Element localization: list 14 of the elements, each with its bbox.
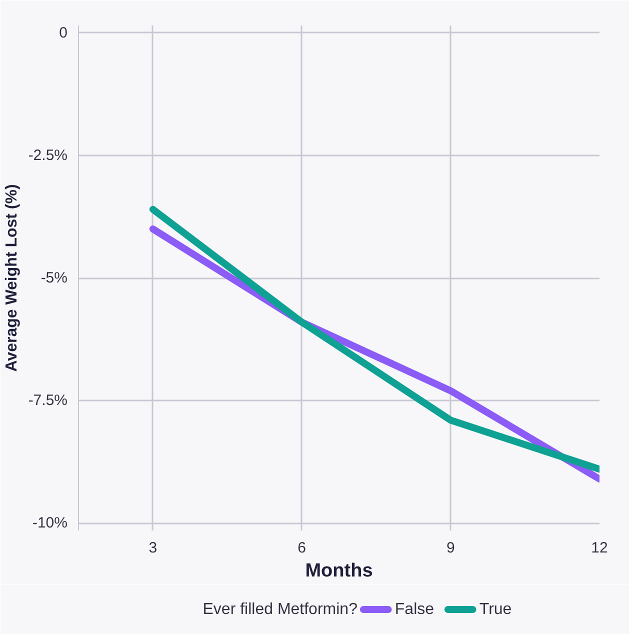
legend-label: True xyxy=(479,601,512,618)
y-tick-label: -10% xyxy=(32,514,68,532)
y-tick-label: 0 xyxy=(59,24,68,42)
x-tick-label: 6 xyxy=(298,540,306,556)
x-axis-title: Months xyxy=(305,560,373,582)
x-tick-label: 3 xyxy=(148,540,158,556)
y-axis-title: Average Weight Lost (%) xyxy=(3,184,20,372)
legend-label: False xyxy=(394,601,434,618)
y-tick-label: -7.5% xyxy=(28,392,68,410)
legend-title: Ever filled Metformin? xyxy=(202,601,358,618)
y-tick-label: -5% xyxy=(40,270,68,286)
x-tick-label: 9 xyxy=(446,540,455,556)
y-tick-label: -2.5% xyxy=(28,146,68,164)
x-tick-label: 12 xyxy=(591,540,608,556)
